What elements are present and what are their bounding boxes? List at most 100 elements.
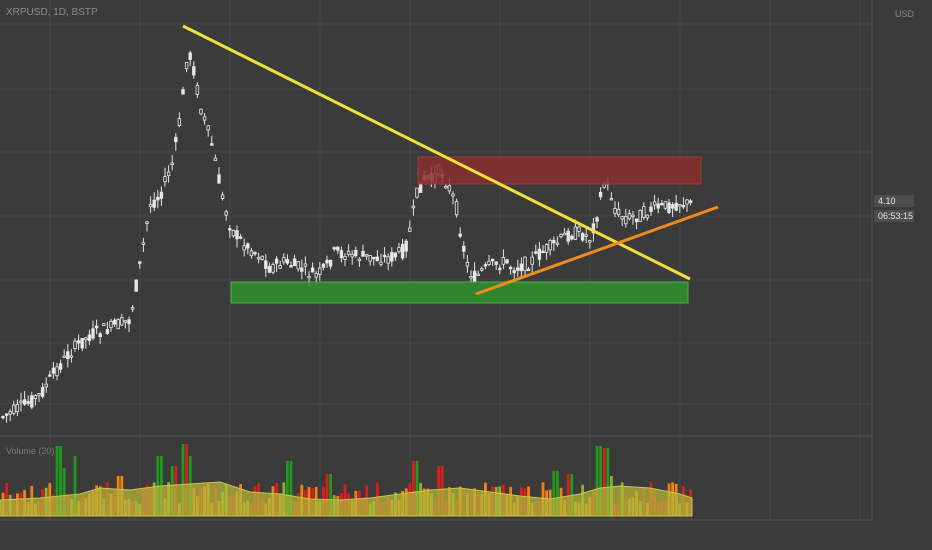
candle-body-185 bbox=[667, 202, 671, 213]
candle-body-112 bbox=[404, 240, 408, 252]
candle-body-32 bbox=[116, 319, 120, 330]
candle-body-133 bbox=[480, 268, 484, 271]
candle-body-72 bbox=[260, 255, 264, 260]
candle-body-76 bbox=[274, 258, 279, 264]
candle-body-66 bbox=[238, 236, 243, 239]
volume-bar-50 bbox=[181, 444, 185, 516]
volume-bar-167 bbox=[602, 448, 606, 516]
candle-body-108 bbox=[390, 252, 394, 262]
candle-body-127 bbox=[458, 233, 462, 237]
candle-body-109 bbox=[393, 252, 398, 258]
candle-body-159 bbox=[573, 226, 578, 240]
candle-body-156 bbox=[562, 232, 567, 236]
candle-body-63 bbox=[228, 228, 232, 231]
candle-body-33 bbox=[120, 317, 124, 326]
candle-body-28 bbox=[102, 323, 106, 326]
candle-body-175 bbox=[631, 214, 635, 218]
support-zone[interactable] bbox=[230, 281, 689, 304]
candle-body-104 bbox=[375, 256, 380, 262]
candle-body-13 bbox=[48, 374, 52, 377]
volume-bar-79 bbox=[286, 461, 289, 516]
candle-body-20 bbox=[73, 340, 77, 349]
candle-body-64 bbox=[231, 229, 236, 237]
candle-body-131 bbox=[472, 270, 477, 282]
candle-body-41 bbox=[148, 203, 153, 208]
candle-body-160 bbox=[577, 226, 581, 232]
candle-body-19 bbox=[69, 355, 74, 358]
candle-body-38 bbox=[138, 261, 142, 264]
volume-bar-114 bbox=[412, 461, 415, 516]
candle-body-6 bbox=[22, 399, 27, 405]
candle-body-3 bbox=[12, 404, 16, 414]
candle-body-186 bbox=[670, 204, 675, 209]
candle-body-40 bbox=[145, 221, 149, 224]
candle-body-114 bbox=[411, 205, 416, 209]
candle-body-75 bbox=[271, 264, 275, 273]
candle-body-37 bbox=[134, 279, 138, 292]
volume-bar-90 bbox=[325, 474, 329, 516]
candle-body-135 bbox=[487, 260, 491, 265]
candle-body-94 bbox=[339, 250, 344, 259]
descending-trendline[interactable] bbox=[182, 24, 691, 281]
candle-body-145 bbox=[523, 256, 527, 272]
candle-body-110 bbox=[397, 247, 401, 252]
volume-bar-91 bbox=[329, 474, 332, 516]
candle-body-55 bbox=[199, 108, 203, 115]
ascending-trendline[interactable] bbox=[475, 205, 719, 296]
volume-bar-165 bbox=[595, 446, 599, 516]
candle-body-79 bbox=[285, 258, 290, 264]
candle-body-86 bbox=[310, 267, 315, 273]
candle-body-30 bbox=[109, 320, 113, 328]
volume-indicator-label[interactable]: Volume (20) bbox=[6, 446, 55, 456]
candle-body-102 bbox=[368, 255, 372, 262]
candle-body-65 bbox=[235, 230, 239, 240]
candle-body-84 bbox=[303, 263, 308, 267]
candle-body-80 bbox=[289, 265, 293, 268]
candle-body-88 bbox=[318, 267, 322, 275]
candle-body-92 bbox=[332, 247, 336, 250]
candle-body-14 bbox=[51, 367, 56, 374]
volume-bar-15 bbox=[55, 446, 59, 516]
candle-body-47 bbox=[170, 162, 174, 165]
candle-body-74 bbox=[267, 266, 272, 273]
symbol-title[interactable]: XRPUSD, 1D, BSTP bbox=[6, 7, 98, 18]
candle-body-100 bbox=[361, 250, 365, 257]
candle-body-24 bbox=[87, 334, 92, 342]
candle-body-158 bbox=[570, 235, 574, 240]
candle-body-34 bbox=[123, 320, 128, 323]
candle-body-138 bbox=[498, 267, 502, 271]
volume-bar-153 bbox=[552, 471, 556, 516]
candle-body-57 bbox=[206, 125, 210, 131]
candle-body-50 bbox=[181, 89, 185, 95]
candle-body-146 bbox=[526, 268, 531, 272]
candle-body-181 bbox=[652, 201, 657, 206]
candle-body-188 bbox=[678, 204, 682, 207]
candle-body-82 bbox=[296, 261, 300, 270]
resistance-zone[interactable] bbox=[417, 156, 702, 185]
candle-body-0 bbox=[1, 415, 5, 419]
candle-body-11 bbox=[40, 386, 45, 397]
candle-body-46 bbox=[166, 171, 171, 177]
candle-body-77 bbox=[278, 265, 282, 269]
volume-bar-20 bbox=[73, 456, 77, 516]
candle-body-115 bbox=[415, 187, 419, 198]
candle-body-39 bbox=[141, 242, 146, 245]
candle-body-103 bbox=[372, 256, 376, 260]
candle-body-164 bbox=[591, 223, 596, 234]
candle-body-101 bbox=[364, 254, 369, 257]
candle-body-29 bbox=[105, 329, 110, 334]
volume-bar-157 bbox=[566, 474, 570, 516]
volume-bar-16 bbox=[59, 446, 62, 516]
candle-body-95 bbox=[343, 256, 347, 260]
candle-body-140 bbox=[505, 259, 509, 264]
candle-body-15 bbox=[55, 366, 59, 377]
candle-body-43 bbox=[156, 196, 160, 201]
candle-body-52 bbox=[188, 52, 192, 60]
candle-body-5 bbox=[19, 400, 23, 404]
candle-body-67 bbox=[242, 245, 246, 251]
candle-body-93 bbox=[336, 246, 340, 251]
candle-body-171 bbox=[616, 208, 621, 216]
candle-body-58 bbox=[210, 143, 214, 146]
candle-body-161 bbox=[580, 232, 585, 241]
